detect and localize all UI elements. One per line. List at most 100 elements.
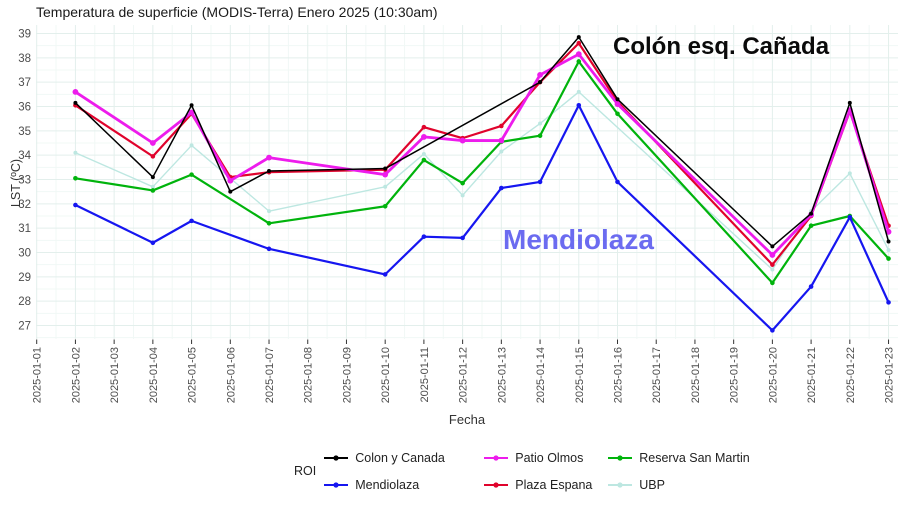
data-point-reserva-san-martin [189,172,194,177]
y-tick-label: 27 [18,320,31,332]
data-point-reserva-san-martin [576,59,582,64]
legend-key-point [617,454,623,461]
data-point-colon-y-canada [228,189,233,194]
data-point-patio-olmos [498,137,505,144]
data-point-colon-y-canada [267,168,272,173]
data-point-reserva-san-martin [150,188,156,193]
x-tick-label: 2025-01-04 [148,347,160,403]
chart-title: Temperatura de superficie (MODIS-Terra) … [36,4,438,20]
x-tick-label: 2025-01-07 [264,347,276,403]
annotation-colon-esq-canada: Colón esq. Cañada [613,33,830,60]
legend-key-icon [324,481,349,488]
data-point-ubp [460,193,465,198]
legend-key-icon [484,454,509,461]
data-point-plaza-espana [150,154,156,159]
x-tick-label: 2025-01-02 [70,347,82,403]
x-tick-label: 2025-01-19 [729,347,741,403]
x-tick-label: 2025-01-11 [419,347,431,402]
legend-title: ROI [294,464,317,478]
data-point-patio-olmos [537,71,543,78]
data-point-colon-y-canada [770,244,775,249]
data-point-ubp [538,121,543,126]
data-point-mendiolaza [886,300,891,305]
legend-item-patio-olmos: Patio Olmos [484,451,608,465]
y-tick-label: 30 [18,247,31,259]
legend-key-point [493,454,499,461]
data-point-patio-olmos [382,171,389,178]
data-point-mendiolaza [499,185,504,191]
data-point-ubp [576,89,581,94]
data-point-colon-y-canada [383,166,388,171]
legend-item-ubp: UBP [608,478,778,492]
data-point-mendiolaza [576,102,582,108]
y-tick-label: 39 [18,29,31,41]
legend-key-icon [324,454,349,461]
data-point-ubp [189,143,194,148]
y-tick-label: 33 [18,174,31,186]
data-point-reserva-san-martin [808,223,814,229]
y-tick-label: 28 [18,296,31,308]
x-tick-label: 2025-01-23 [884,347,896,403]
x-tick-label: 2025-01-09 [341,347,353,403]
data-point-reserva-san-martin [266,220,272,226]
legend-key-point [333,454,339,461]
data-point-plaza-espana [576,40,582,46]
data-point-ubp [886,248,891,253]
legend-item-plaza-espana: Plaza Espana [484,478,608,492]
legend-label: UBP [639,477,665,492]
data-point-mendiolaza [808,284,814,289]
legend-label: Mendiolaza [355,477,420,492]
legend-item-colon-y-canada: Colon y Canada [324,451,484,465]
data-point-reserva-san-martin [382,203,388,209]
data-point-reserva-san-martin [615,111,620,117]
y-axis-title: LST (ºC) [9,158,23,208]
data-point-colon-y-canada [576,35,581,40]
data-point-patio-olmos [72,88,79,95]
legend-label: Plaza Espana [515,477,593,492]
x-tick-label: 2025-01-17 [651,347,663,403]
x-tick-label: 2025-01-18 [690,347,702,403]
legend: ROI Colon y Canada Mendiolaza Patio Olmos P… [294,444,778,498]
legend-item-reserva-san-martin: Reserva San Martin [608,451,778,465]
x-tick-label: 2025-01-10 [380,347,392,403]
x-tick-label: 2025-01-12 [458,347,470,403]
data-point-patio-olmos [885,228,892,235]
data-point-patio-olmos [227,177,234,184]
data-point-reserva-san-martin [537,133,543,138]
data-point-ubp [73,150,78,155]
legend-label: Patio Olmos [515,450,584,465]
data-point-ubp [499,149,504,154]
legend-key-point [333,481,339,488]
data-point-colon-y-canada [847,100,852,105]
data-point-mendiolaza [382,272,388,277]
y-tick-label: 37 [18,77,31,89]
data-point-reserva-san-martin [460,180,465,186]
legend-items: Colon y Canada Mendiolaza Patio Olmos Plaza… [324,444,778,498]
y-tick-label: 36 [18,101,31,113]
data-point-reserva-san-martin [770,280,775,286]
data-point-patio-olmos [769,252,776,258]
y-tick-label: 38 [18,53,31,65]
x-tick-label: 2025-01-21 [806,347,818,403]
legend-item-mendiolaza: Mendiolaza [324,478,484,492]
data-point-patio-olmos [575,51,582,58]
data-point-colon-y-canada [615,97,620,102]
legend-key-point [493,481,499,488]
data-point-patio-olmos [149,140,156,146]
data-point-colon-y-canada [73,100,78,105]
annotation-mendiolaza: Mendiolaza [503,224,654,255]
data-point-plaza-espana [499,123,504,129]
legend-key-icon [608,454,633,461]
x-axis-title: Fecha [448,412,486,427]
x-tick-label: 2025-01-14 [535,347,547,403]
data-point-patio-olmos [614,101,621,107]
data-point-ubp [847,171,852,176]
data-point-ubp [267,209,272,214]
data-point-colon-y-canada [886,239,891,244]
legend-label: Reserva San Martin [639,450,750,465]
data-point-mendiolaza [537,179,543,185]
data-point-patio-olmos [188,109,195,116]
y-tick-label: 32 [18,199,31,211]
data-point-mendiolaza [266,246,272,252]
